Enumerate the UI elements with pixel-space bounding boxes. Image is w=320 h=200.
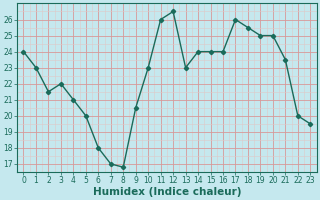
X-axis label: Humidex (Indice chaleur): Humidex (Indice chaleur)	[93, 187, 241, 197]
